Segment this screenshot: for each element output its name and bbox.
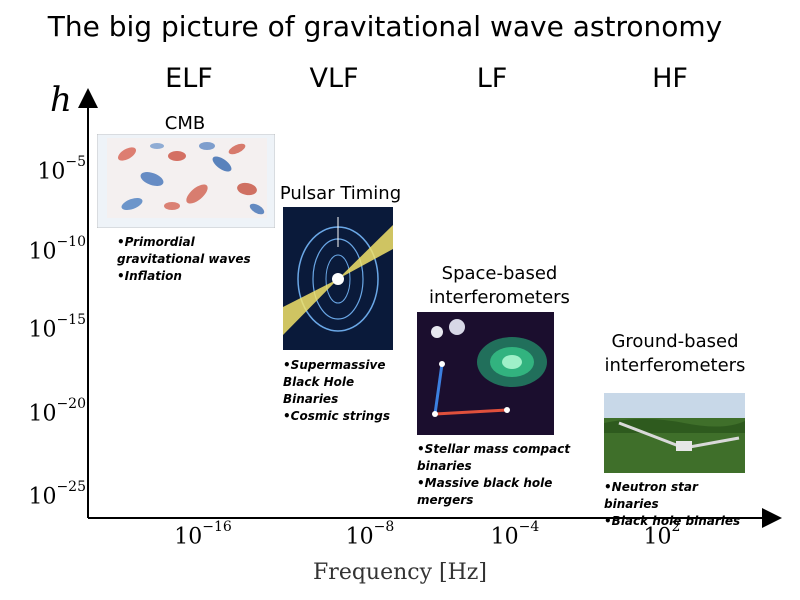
heading-line: Space-based (441, 263, 558, 284)
bullet-item: Cosmic strings (283, 408, 413, 425)
band-elf: ELF (165, 63, 213, 94)
bullet-item: Primordial gravitational waves (117, 234, 267, 268)
bullet-item: Massive black hole mergers (417, 475, 597, 509)
y-tick-label: 10−5 (37, 154, 86, 185)
x-tick-label: 10−8 (345, 519, 395, 550)
bullet-item: Black hole binaries (604, 513, 754, 530)
y-tick-label: 10−10 (28, 234, 86, 265)
bullet-item: Stellar mass compact binaries (417, 441, 597, 475)
y-axis-symbol: h (50, 80, 72, 120)
pulsar-bullets: Supermassive Black Hole Binaries Cosmic … (283, 357, 413, 425)
pulsar-heading: Pulsar Timing (279, 183, 402, 204)
heading-line: Ground-based (611, 331, 739, 352)
ground-bullets: Neutron star binaries Black hole binarie… (604, 479, 754, 530)
ground-heading: Ground-based interferometers (595, 330, 755, 378)
y-tick-label: 10−15 (28, 312, 86, 343)
bullet-item: Inflation (117, 268, 267, 285)
band-lf: LF (476, 63, 508, 94)
bullet-item: Neutron star binaries (604, 479, 754, 513)
pulsar-beam-icon (283, 207, 393, 350)
y-tick-label: 10−20 (28, 396, 86, 427)
space-heading: Space-based interferometers (412, 262, 587, 310)
cmb-heading: CMB (164, 113, 206, 134)
cmb-bullets: Primordial gravitational waves Inflation (117, 234, 267, 285)
band-hf: HF (652, 63, 688, 94)
cmb-polarization-map-icon (97, 134, 275, 228)
space-bullets: Stellar mass compact binaries Massive bl… (417, 441, 597, 509)
heading-line: interferometers (429, 287, 570, 308)
page-title: The big picture of gravitational wave as… (47, 10, 723, 43)
bullet-item: Supermassive Black Hole Binaries (283, 357, 413, 408)
x-axis-title: Frequency [Hz] (313, 560, 487, 585)
x-tick-label: 10−4 (490, 519, 540, 550)
space-interferometer-icon (417, 312, 554, 435)
y-tick-label: 10−25 (28, 479, 86, 510)
band-vlf: VLF (309, 63, 359, 94)
heading-line: interferometers (604, 355, 746, 376)
ground-observatory-icon (604, 393, 745, 473)
x-tick-label: 10−16 (174, 519, 232, 550)
